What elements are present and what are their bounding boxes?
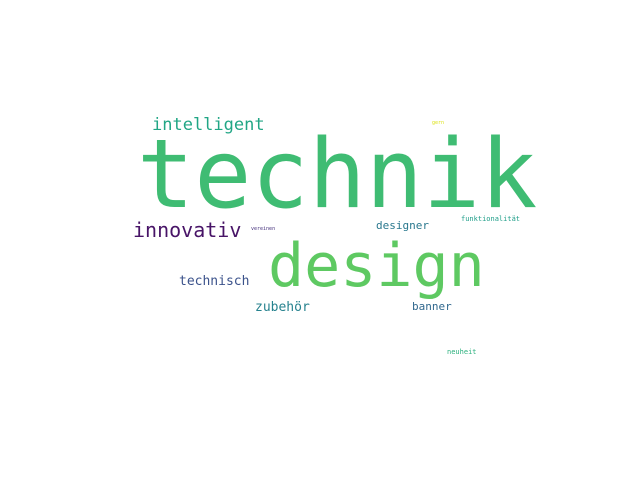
word-design: design	[268, 231, 485, 301]
word-technik: technik	[137, 120, 538, 230]
word-gern: gern	[432, 120, 445, 126]
word-innovativ: innovativ	[133, 218, 242, 242]
word-technisch: technisch	[179, 274, 250, 289]
word-designer: designer	[376, 219, 429, 232]
word-intelligent: intelligent	[152, 115, 265, 135]
word-neuheit: neuheit	[447, 348, 477, 356]
word-funktionalitaet: funktionalität	[461, 215, 521, 223]
word-zubehoer: zubehör	[255, 300, 310, 315]
word-vereinen: vereinen	[251, 226, 276, 232]
word-banner: banner	[412, 300, 452, 313]
